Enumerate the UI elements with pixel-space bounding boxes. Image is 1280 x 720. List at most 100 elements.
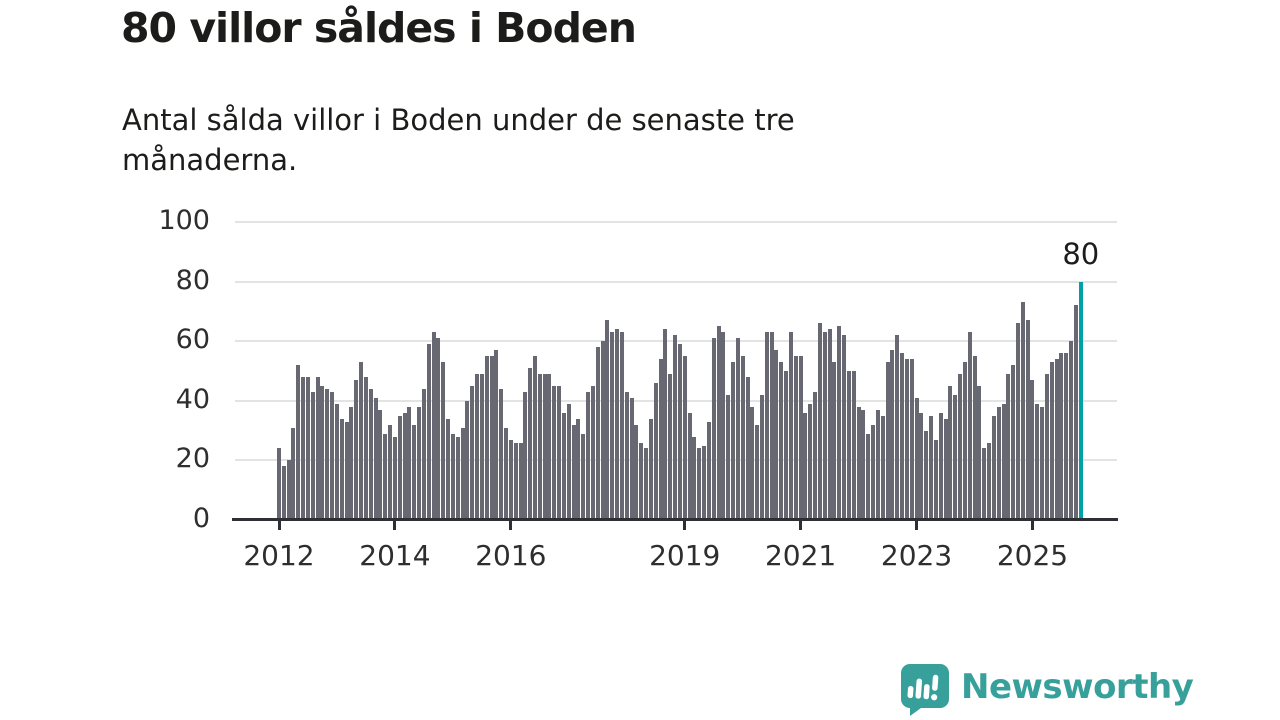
bar-month-159 [1044,373,1049,520]
bar-month-97 [745,376,750,520]
bar-month-77 [648,418,653,520]
bar-month-42 [479,373,484,520]
x-tick-2023 [915,521,919,530]
bar-month-84 [682,356,687,520]
x-axis-label-2016: 2016 [475,539,547,572]
bar-month-87 [697,448,702,520]
highlight-value-label: 80 [1062,237,1100,271]
bar-month-113 [822,332,827,520]
bar-month-7 [310,391,315,520]
bar-month-102 [769,332,774,520]
bar-month-27 [407,406,412,520]
bar-month-120 [856,406,861,520]
bar-month-16 [354,379,359,520]
bar-month-63 [581,433,586,520]
bar-month-83 [677,344,682,520]
bar-month-139 [948,385,953,520]
x-axis-line [232,518,1118,521]
bar-month-146 [982,448,987,520]
bar-month-103 [774,350,779,520]
bar-month-31 [426,344,431,520]
bar-month-149 [996,406,1001,520]
bar-month-12 [334,403,339,520]
bar-month-96 [740,356,745,520]
bar-month-10 [325,388,330,520]
bar-month-37 [455,436,460,520]
bar-month-99 [755,424,760,520]
x-axis-label-2012: 2012 [243,539,315,572]
newsworthy-logo: Newsworthy [897,662,1194,716]
bar-month-156 [1030,379,1035,520]
gridline-80 [235,280,1117,283]
bar-month-32 [431,332,436,520]
bar-month-3 [291,427,296,520]
bar-month-50 [518,442,523,520]
bar-month-110 [808,403,813,520]
bar-month-67 [600,341,605,520]
bar-month-11 [330,391,335,520]
bar-month-151 [1006,373,1011,520]
bar-month-65 [590,385,595,520]
bar-month-125 [880,415,885,520]
bar-month-140 [953,394,958,520]
x-tick-2019 [683,521,687,530]
bar-month-68 [605,320,610,520]
bar-month-36 [450,433,455,520]
bar-month-48 [508,439,513,520]
bar-month-128 [895,335,900,520]
bar-month-25 [397,415,402,520]
bar-month-38 [460,427,465,520]
bar-month-24 [392,436,397,520]
x-axis-label-2019: 2019 [649,539,721,572]
bar-month-46 [499,388,504,520]
x-axis-label-2014: 2014 [359,539,431,572]
bar-month-160 [1049,362,1054,520]
bar-month-19 [368,388,373,520]
newsworthy-wordmark: Newsworthy [961,667,1194,707]
bar-month-70 [615,329,620,520]
bar-month-95 [735,338,740,520]
bar-month-165 [1073,305,1078,520]
bar-month-164 [1069,341,1074,520]
y-axis-label-0: 0 [192,503,210,534]
bar-month-5 [301,376,306,520]
bar-month-143 [967,332,972,520]
bar-month-116 [837,326,842,520]
bar-month-76 [644,448,649,520]
bar-month-44 [489,356,494,520]
bar-month-123 [871,424,876,520]
bar-month-9 [320,385,325,520]
bar-month-26 [402,412,407,520]
bar-month-150 [1001,403,1006,520]
bar-month-111 [813,391,818,520]
bar-month-15 [349,406,354,520]
chart-subtitle: Antal sålda villor i Boden under de sena… [122,103,795,177]
y-axis-label-100: 100 [158,205,210,236]
bar-month-91 [716,326,721,520]
bar-month-39 [465,400,470,520]
bar-month-56 [547,373,552,520]
gridline-100 [235,221,1117,223]
bar-month-72 [624,391,629,520]
bar-month-74 [634,424,639,520]
bar-month-86 [692,436,697,520]
bar-month-54 [537,373,542,520]
x-tick-2025 [1030,521,1034,530]
bar-month-1 [281,466,286,520]
bar-month-153 [1015,323,1020,520]
bar-month-80 [663,329,668,520]
bar-month-21 [378,409,383,520]
bar-month-6 [305,376,310,520]
bar-month-107 [793,356,798,520]
bar-month-98 [750,406,755,520]
bar-month-14 [344,421,349,520]
x-axis-label-2023: 2023 [880,539,953,572]
bar-month-145 [977,385,982,520]
bar-month-147 [987,442,991,520]
bar-month-108 [798,356,803,520]
bar-month-92 [721,332,726,520]
bar-month-89 [706,421,711,520]
bar-month-118 [846,371,851,520]
bar-month-55 [542,373,547,520]
bar-month-132 [914,397,919,520]
